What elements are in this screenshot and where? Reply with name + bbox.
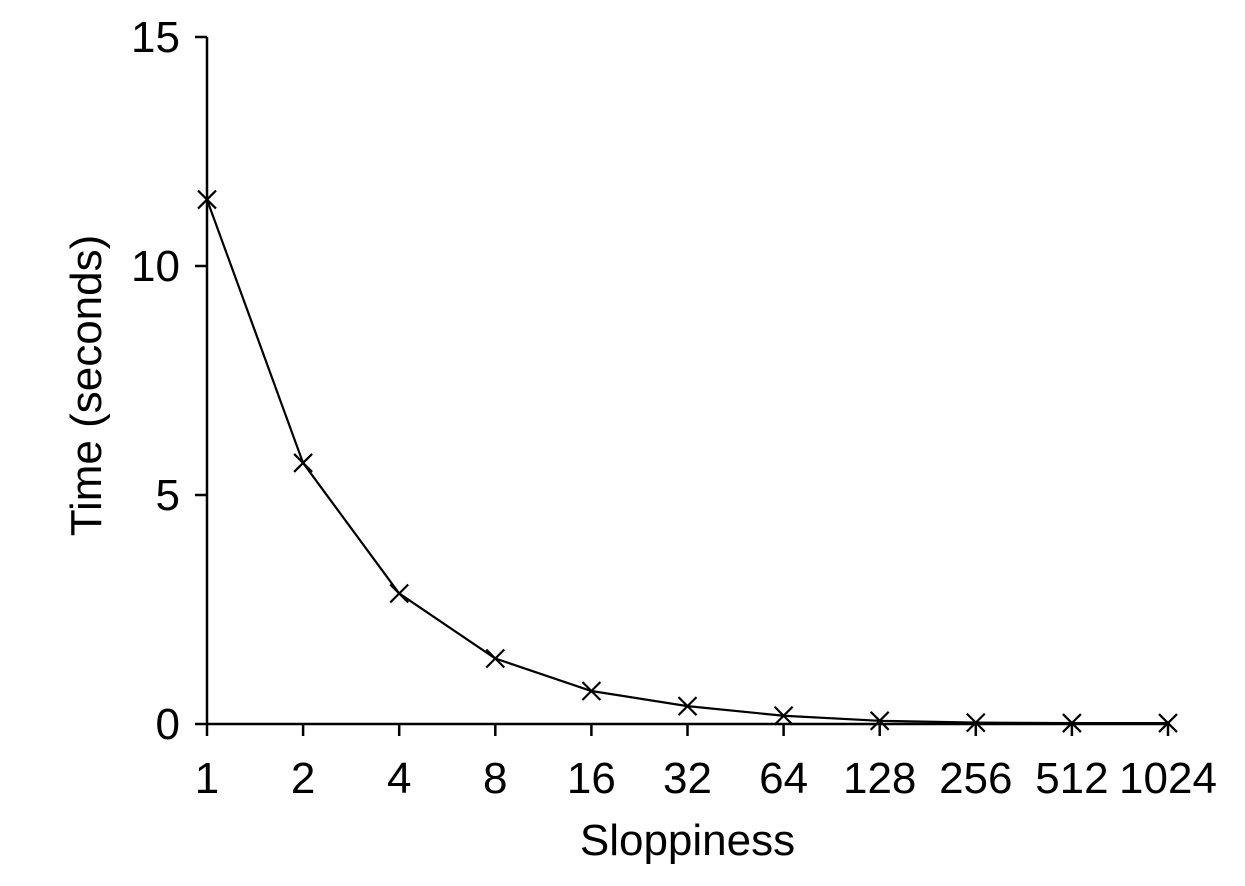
- axes: [205, 37, 1168, 726]
- marker-stroke: [581, 681, 602, 701]
- data-point-marker: [485, 648, 506, 669]
- marker-stroke: [197, 189, 217, 210]
- data-point-marker: [1062, 713, 1082, 733]
- x-tick-label: 2: [291, 754, 315, 803]
- y-ticks: 0 5 10 15: [131, 13, 207, 749]
- x-axis-title: Sloppiness: [580, 816, 795, 865]
- data-point-marker: [197, 189, 217, 210]
- x-tick-label: 128: [843, 754, 916, 803]
- marker-stroke: [677, 696, 698, 716]
- marker-stroke: [773, 705, 794, 726]
- data-point-marker: [389, 583, 409, 604]
- data-point-marker: [677, 696, 698, 716]
- data-point-marker: [773, 705, 794, 726]
- marker-stroke: [966, 712, 986, 733]
- x-tick-label: 4: [387, 754, 411, 803]
- y-tick-label: 5: [156, 471, 180, 520]
- y-tick-label: 10: [131, 242, 180, 291]
- x-tick-label: 16: [567, 754, 616, 803]
- y-tick-label: 0: [156, 700, 180, 749]
- x-tick-label: 64: [759, 754, 808, 803]
- data-point-marker: [293, 453, 313, 473]
- marker-stroke: [1062, 713, 1082, 733]
- y-axis-title: Time (seconds): [62, 235, 111, 537]
- series-line: [205, 199, 1168, 725]
- marker-stroke: [389, 583, 409, 604]
- x-tick-label: 1024: [1119, 754, 1217, 803]
- marker-stroke: [869, 711, 890, 731]
- x-tick-label: 32: [663, 754, 712, 803]
- data-point-marker: [869, 711, 890, 731]
- x-tick-label: 8: [483, 754, 507, 803]
- data-point-marker: [966, 712, 986, 733]
- x-ticks: 1 2 4 8 16 32 64 128 256 512 1024: [195, 724, 1217, 803]
- marker-stroke: [1158, 713, 1178, 733]
- marker-stroke: [293, 453, 313, 473]
- x-tick-label: 256: [939, 754, 1012, 803]
- marker-stroke: [485, 648, 506, 669]
- x-tick-label: 512: [1035, 754, 1108, 803]
- plot-area: [197, 189, 1178, 733]
- y-tick-label: 15: [131, 13, 180, 62]
- x-tick-label: 1: [195, 754, 219, 803]
- data-point-marker: [581, 681, 602, 701]
- data-point-marker: [1158, 713, 1178, 733]
